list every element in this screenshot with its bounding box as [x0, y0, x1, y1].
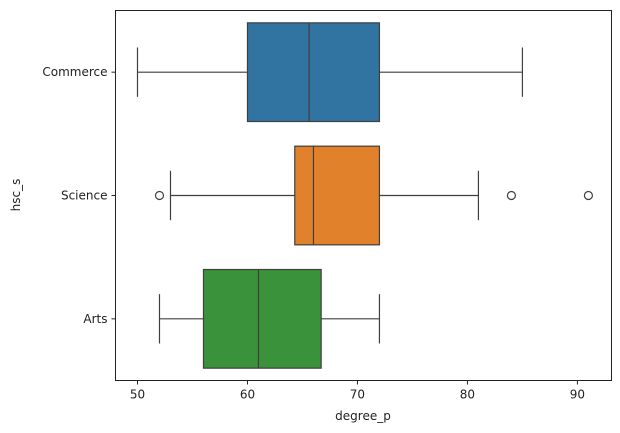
y-axis-label: hsc_s	[9, 179, 23, 212]
outlier-point	[583, 190, 594, 201]
y-tick-label: Science	[61, 189, 108, 203]
box-commerce	[246, 22, 381, 123]
x-tick-label: 50	[130, 388, 145, 402]
x-tick-label: 70	[350, 388, 365, 402]
box-science	[294, 145, 381, 246]
x-tick-label: 80	[460, 388, 475, 402]
box-arts	[202, 268, 322, 369]
outlier-point	[506, 190, 517, 201]
x-axis-label: degree_p	[335, 409, 391, 423]
y-tick-label: Commerce	[42, 65, 107, 79]
outlier-point	[154, 190, 165, 201]
y-tick-label: Arts	[83, 312, 107, 326]
x-tick-label: 90	[570, 388, 585, 402]
x-tick-label: 60	[240, 388, 255, 402]
